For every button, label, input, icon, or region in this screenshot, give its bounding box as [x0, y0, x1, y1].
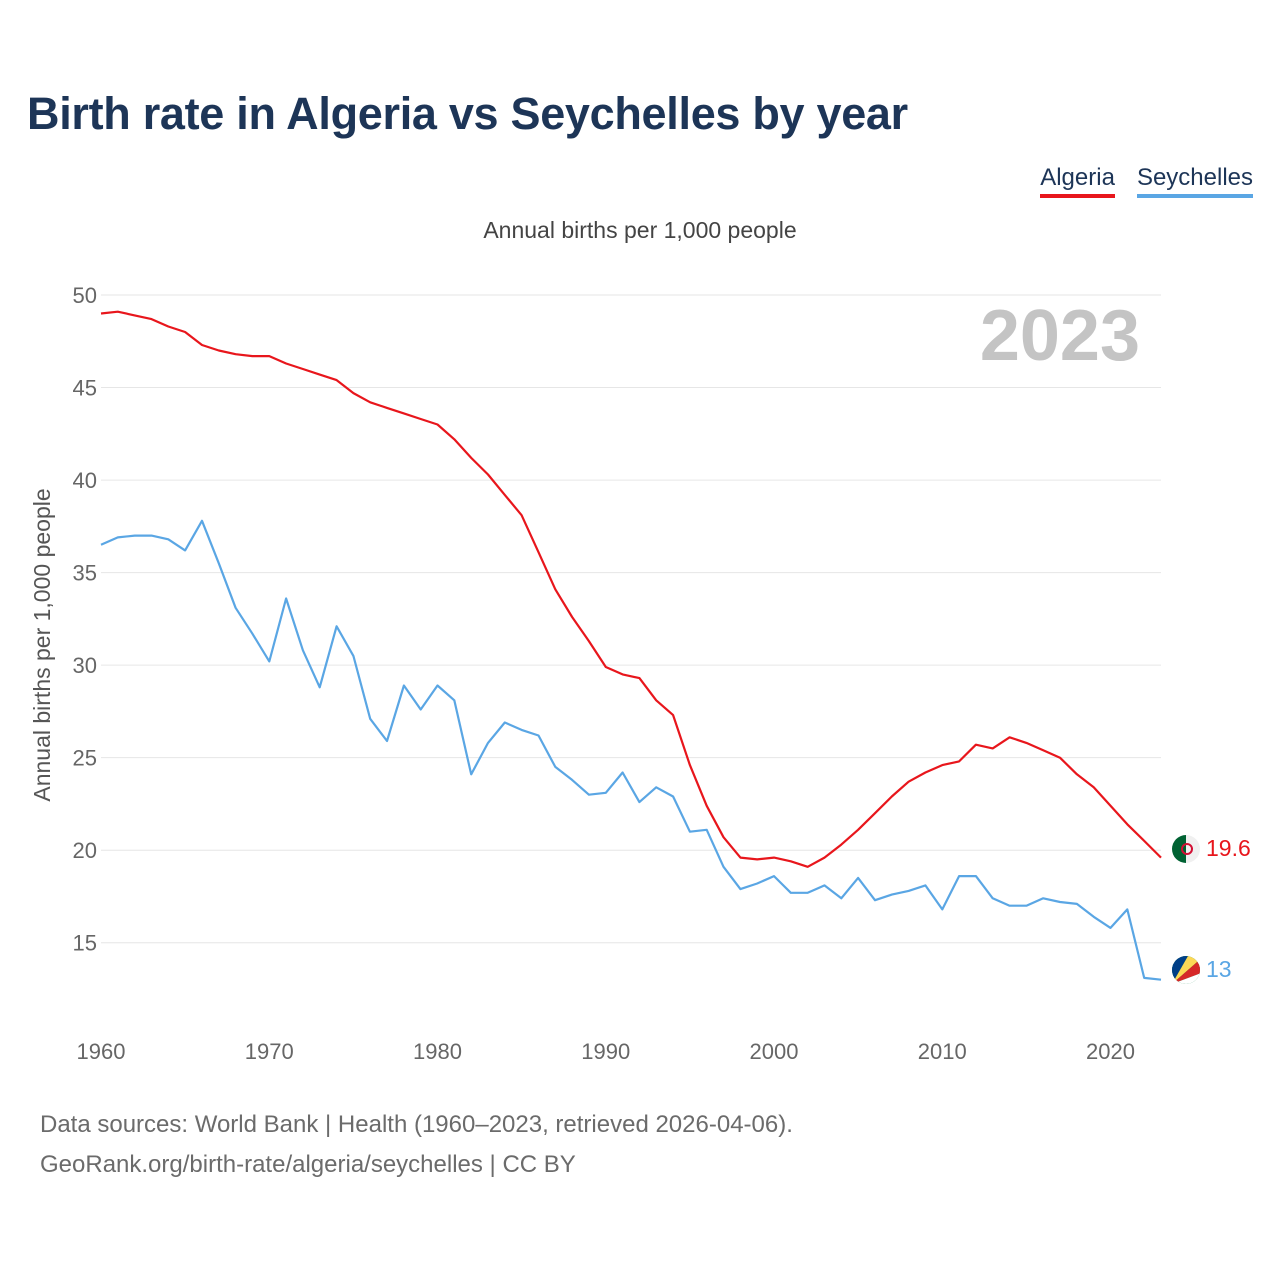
- y-tick-label: 25: [73, 746, 97, 771]
- y-tick-label: 20: [73, 838, 97, 863]
- end-label-seychelles: 13: [1206, 956, 1232, 982]
- x-tick-label: 2020: [1086, 1039, 1135, 1064]
- footer: Data sources: World Bank | Health (1960–…: [40, 1105, 793, 1185]
- x-tick-label: 1970: [245, 1039, 294, 1064]
- source-note: Data sources: World Bank | Health (1960–…: [40, 1111, 793, 1138]
- y-tick-label: 50: [73, 283, 97, 308]
- y-tick-label: 45: [73, 376, 97, 401]
- series-line-algeria: [100, 310, 1162, 868]
- legend-item-algeria[interactable]: Algeria: [1040, 164, 1115, 198]
- y-tick-label: 40: [73, 468, 97, 493]
- seychelles-flag-icon: [1172, 956, 1200, 984]
- y-tick-label: 35: [73, 561, 97, 586]
- legend: Algeria Seychelles: [1040, 164, 1253, 198]
- x-tick-label: 2000: [750, 1039, 799, 1064]
- x-tick-label: 2010: [918, 1039, 967, 1064]
- y-tick-label: 15: [73, 931, 97, 956]
- legend-item-seychelles[interactable]: Seychelles: [1136, 164, 1253, 198]
- y-axis-label: Annual births per 1,000 people: [29, 488, 55, 801]
- end-label-algeria: 19.6: [1206, 835, 1251, 861]
- year-label: 2023: [980, 296, 1140, 376]
- x-tick-label: 1980: [413, 1039, 462, 1064]
- x-tick-label: 1990: [581, 1039, 630, 1064]
- algeria-flag-icon: [1172, 835, 1200, 863]
- source-link[interactable]: GeoRank.org/birth-rate/algeria/seychelle…: [40, 1151, 576, 1178]
- chart-title: Birth rate in Algeria vs Seychelles by y…: [27, 88, 908, 139]
- series-line-seychelles: [100, 519, 1162, 981]
- x-tick-label: 1960: [77, 1039, 126, 1064]
- chart-subtitle: Annual births per 1,000 people: [483, 217, 797, 243]
- y-tick-label: 30: [73, 653, 97, 678]
